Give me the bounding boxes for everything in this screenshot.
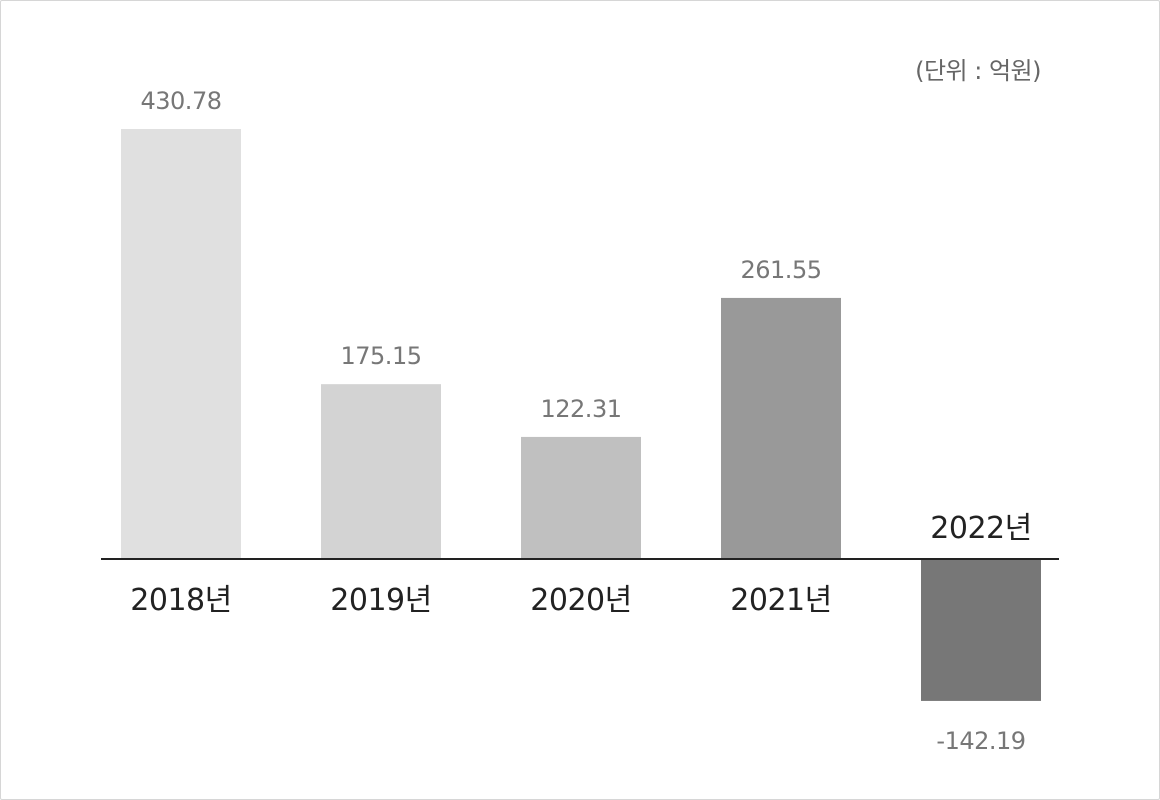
category-label-4: 2022년 (930, 511, 1031, 546)
value-label-3: 261.55 (741, 256, 822, 284)
category-label-0: 2018년 (130, 583, 231, 618)
category-label-1: 2019년 (330, 583, 431, 618)
value-label-2: 122.31 (541, 395, 622, 423)
bar-0 (121, 129, 241, 559)
value-label-1: 175.15 (341, 342, 422, 370)
category-label-2: 2020년 (530, 583, 631, 618)
bar-4 (921, 559, 1041, 701)
bar-1 (321, 384, 441, 559)
value-label-0: 430.78 (141, 87, 222, 115)
bar-3 (721, 297, 841, 559)
value-label-4: -142.19 (936, 727, 1025, 755)
category-label-3: 2021년 (730, 583, 831, 618)
bar-2 (521, 436, 641, 559)
unit-label: (단위 : 억원) (915, 57, 1041, 85)
